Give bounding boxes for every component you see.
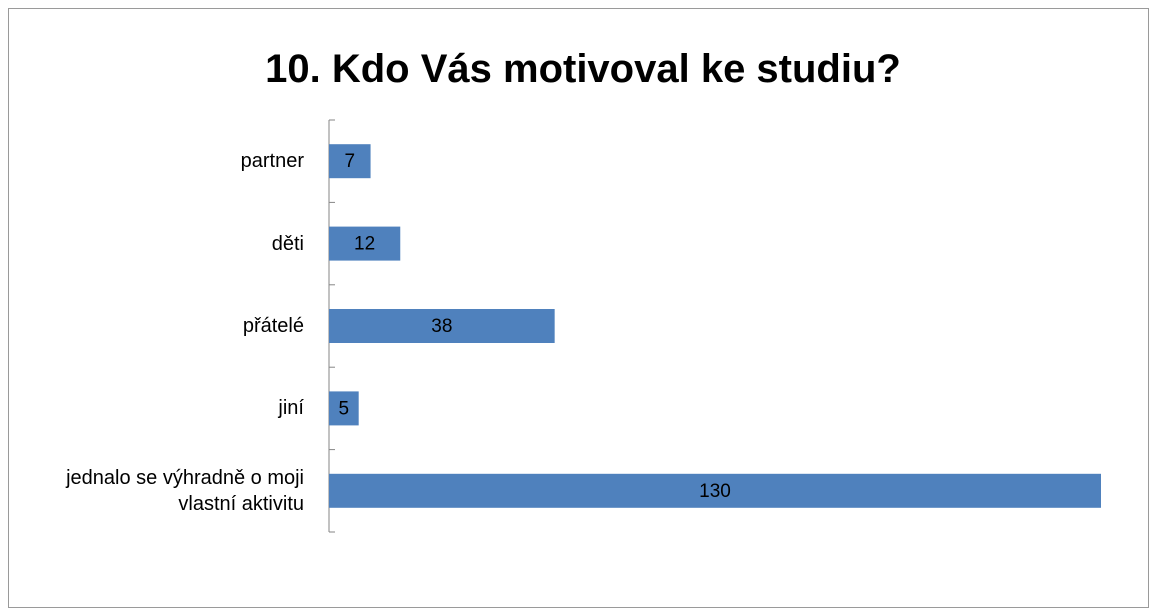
chart-title: 10. Kdo Vás motivoval ke studiu?: [265, 47, 901, 91]
value-label: 5: [339, 398, 350, 419]
bar: [329, 309, 555, 343]
value-label: 130: [699, 481, 731, 502]
category-label: partner: [240, 150, 304, 173]
value-label: 38: [431, 316, 452, 337]
category-label: jiní: [278, 397, 304, 420]
value-label: 12: [354, 234, 375, 255]
bar: [329, 144, 371, 179]
bar: [329, 226, 401, 261]
plot: 10. Kdo Vás motivoval ke studiu? 7 12 38 5 1…: [265, 47, 1101, 533]
bar: [329, 473, 1101, 508]
category-label: děti: [271, 232, 304, 255]
bar: [329, 391, 359, 426]
chart: 10. Kdo Vás motivoval ke studiu? 7 12 38 5 1…: [8, 8, 1149, 608]
category-label: jednalo se výhradně o moji vlastní aktiv…: [66, 466, 304, 515]
category-label: přátelé: [242, 315, 304, 337]
value-label: 7: [344, 151, 355, 172]
